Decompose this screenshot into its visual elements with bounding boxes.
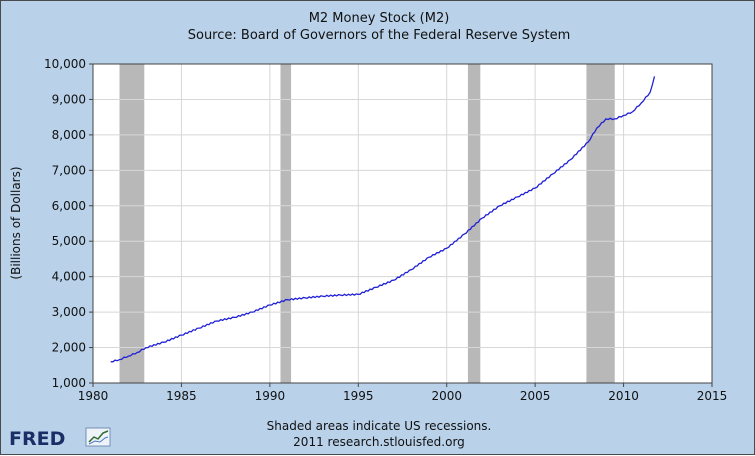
y-tick-label: 1,000	[52, 376, 86, 390]
y-tick-label: 8,000	[52, 128, 86, 142]
y-tick-label: 6,000	[52, 199, 86, 213]
x-tick-label: 2000	[431, 389, 462, 403]
x-tick-label: 1995	[343, 389, 374, 403]
plot-border	[92, 63, 713, 384]
y-tick-label: 2,000	[52, 341, 86, 355]
chart-subtitle: Source: Board of Governors of the Federa…	[188, 28, 571, 43]
footer-note: Shaded areas indicate US recessions.	[267, 419, 492, 433]
x-tick-label: 1985	[166, 389, 197, 403]
recession-band-3	[586, 64, 615, 383]
y-tick-label: 4,000	[52, 270, 86, 284]
recession-band-0	[119, 64, 145, 383]
x-tick-label: 2015	[697, 389, 728, 403]
y-tick-label: 7,000	[52, 163, 86, 177]
y-tick-label: 9,000	[52, 92, 86, 106]
y-axis-label: (Billions of Dollars)	[9, 166, 23, 279]
y-tick-label: 5,000	[52, 234, 86, 248]
x-tick-label: 1990	[255, 389, 286, 403]
recession-band-2	[467, 64, 481, 383]
x-tick-label: 2010	[608, 389, 639, 403]
series-line	[110, 76, 656, 363]
y-tick-label: 3,000	[52, 305, 86, 319]
fred-logo-text: FRED	[9, 428, 65, 450]
chart-title: M2 Money Stock (M2)	[309, 11, 450, 26]
y-tick-label: 10,000	[44, 57, 86, 71]
x-tick-label: 2005	[520, 389, 551, 403]
logo-chart-icon	[85, 427, 111, 447]
fred-logo: FRED	[9, 427, 111, 450]
footer-source: 2011 research.stlouisfed.org	[293, 435, 465, 449]
x-tick-label: 1980	[78, 389, 109, 403]
recession-band-1	[280, 64, 292, 383]
plot-area	[93, 64, 712, 383]
